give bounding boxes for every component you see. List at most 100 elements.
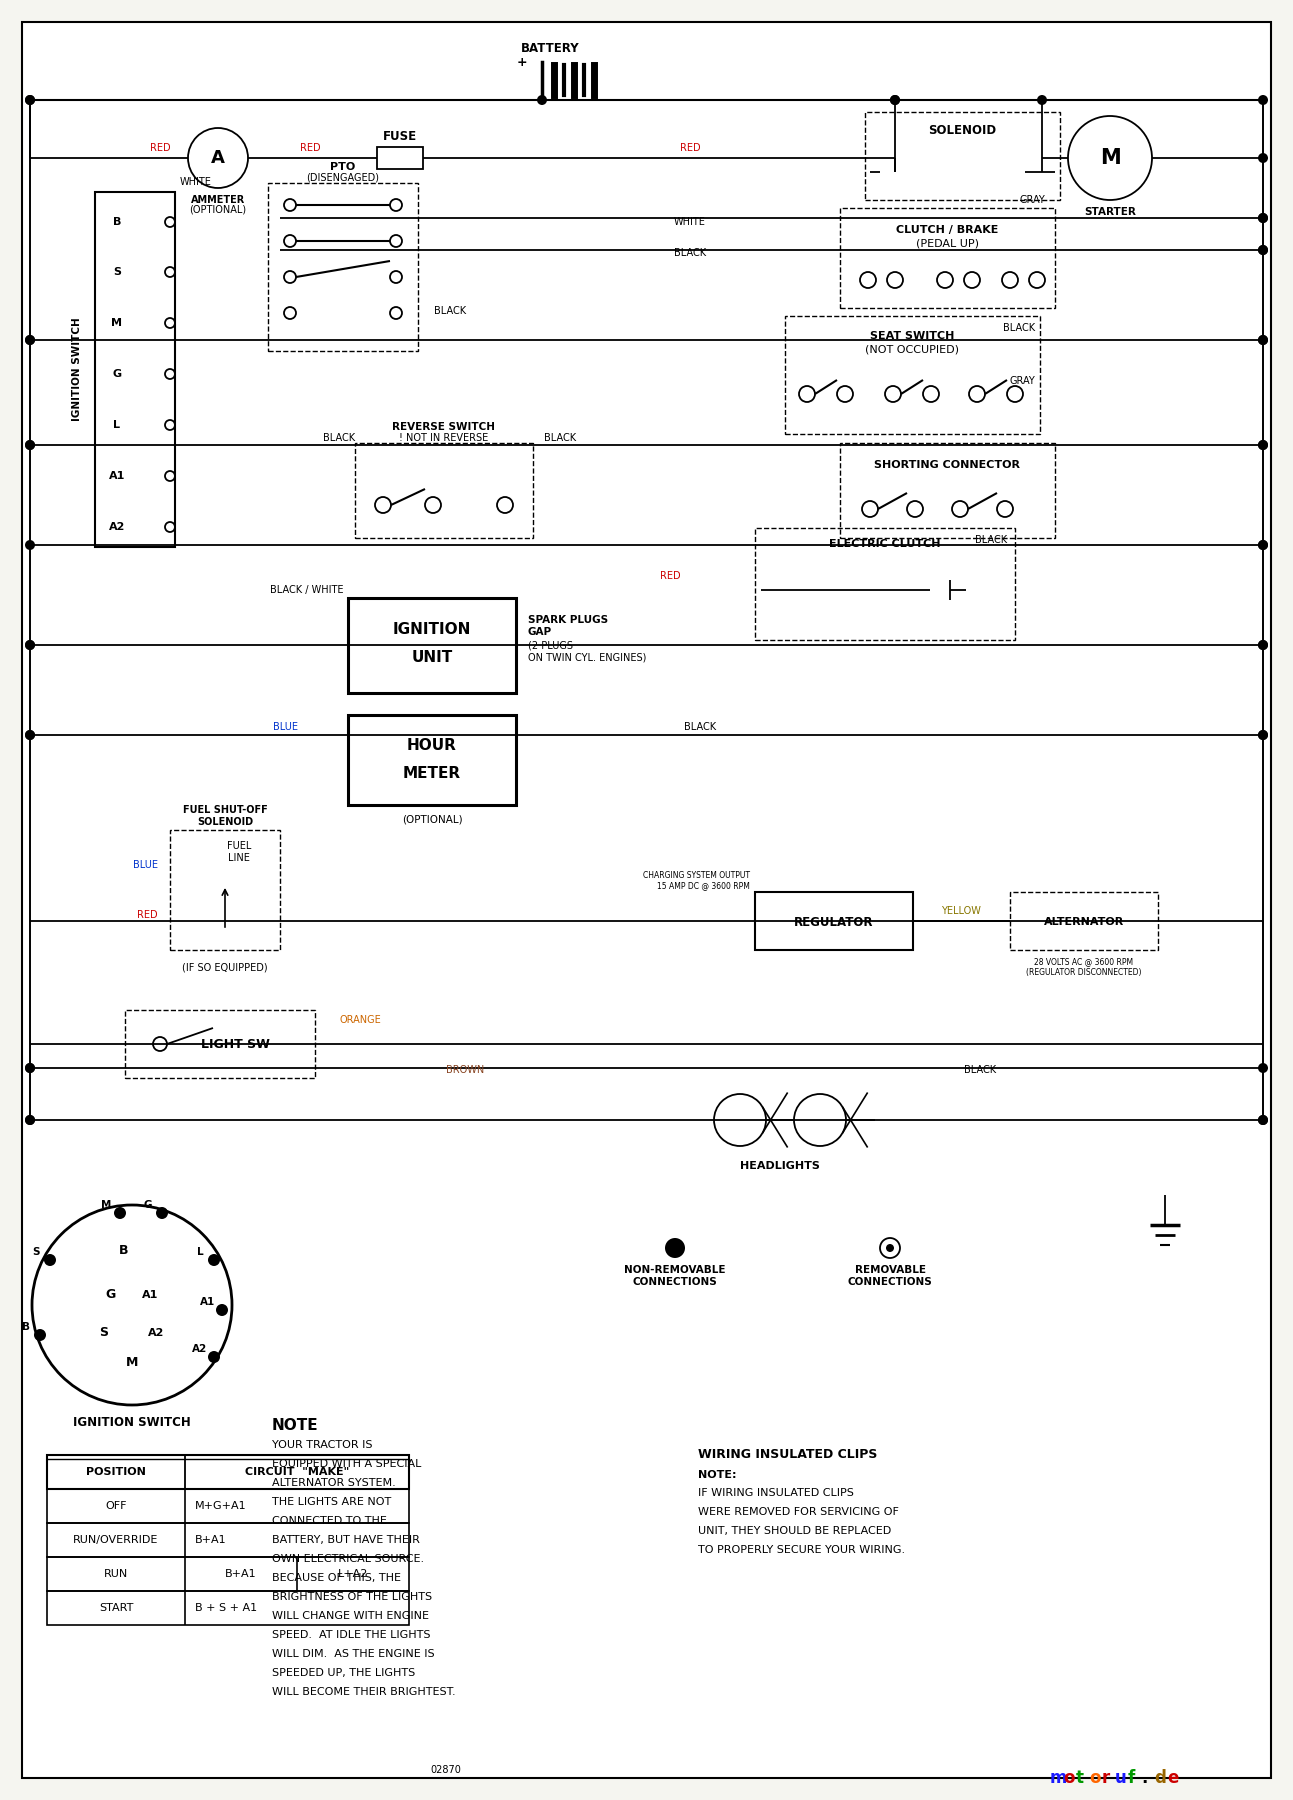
Text: REMOVABLE: REMOVABLE bbox=[855, 1265, 926, 1274]
Text: L+A2: L+A2 bbox=[337, 1570, 369, 1579]
Text: f: f bbox=[1127, 1769, 1135, 1787]
Circle shape bbox=[1258, 245, 1268, 256]
Circle shape bbox=[1037, 95, 1047, 104]
Text: OFF: OFF bbox=[105, 1501, 127, 1510]
Text: BLACK / WHITE: BLACK / WHITE bbox=[269, 585, 343, 596]
Circle shape bbox=[25, 95, 35, 104]
Text: BLACK: BLACK bbox=[1003, 322, 1034, 333]
Circle shape bbox=[25, 95, 35, 104]
Circle shape bbox=[114, 1208, 125, 1219]
Text: CIRCUIT  "MAKE": CIRCUIT "MAKE" bbox=[244, 1467, 349, 1478]
Text: RED: RED bbox=[659, 571, 680, 581]
Bar bbox=[348, 715, 516, 805]
Circle shape bbox=[537, 95, 547, 104]
Circle shape bbox=[25, 731, 35, 740]
Circle shape bbox=[1258, 335, 1268, 346]
Text: RUN/OVERRIDE: RUN/OVERRIDE bbox=[74, 1535, 159, 1544]
Bar bbox=[47, 1557, 409, 1591]
Circle shape bbox=[1258, 540, 1268, 551]
Circle shape bbox=[156, 1208, 168, 1219]
Bar bbox=[755, 893, 913, 950]
Bar bbox=[356, 443, 533, 538]
Text: B: B bbox=[119, 1244, 129, 1256]
Text: A: A bbox=[211, 149, 225, 167]
Circle shape bbox=[1258, 95, 1268, 104]
Text: WIRING INSULATED CLIPS: WIRING INSULATED CLIPS bbox=[698, 1449, 878, 1462]
Text: G: G bbox=[144, 1201, 153, 1210]
Text: RED: RED bbox=[300, 142, 321, 153]
Text: G: G bbox=[105, 1289, 115, 1301]
Bar bbox=[47, 1591, 409, 1625]
Circle shape bbox=[1258, 245, 1268, 256]
Text: STARTER: STARTER bbox=[1084, 207, 1137, 218]
Text: A2: A2 bbox=[109, 522, 125, 533]
Circle shape bbox=[25, 731, 35, 740]
Text: YOUR TRACTOR IS: YOUR TRACTOR IS bbox=[272, 1440, 372, 1451]
Text: ON TWIN CYL. ENGINES): ON TWIN CYL. ENGINES) bbox=[528, 652, 646, 662]
Text: CLUTCH / BRAKE: CLUTCH / BRAKE bbox=[896, 225, 998, 236]
Text: ORANGE: ORANGE bbox=[339, 1015, 381, 1024]
Text: ALTERNATOR: ALTERNATOR bbox=[1043, 916, 1124, 927]
Text: B + S + A1: B + S + A1 bbox=[195, 1604, 257, 1613]
Text: IGNITION SWITCH: IGNITION SWITCH bbox=[74, 1417, 191, 1429]
Circle shape bbox=[208, 1352, 220, 1363]
Text: d: d bbox=[1153, 1769, 1166, 1787]
Text: WHITE: WHITE bbox=[674, 218, 706, 227]
Text: FUSE: FUSE bbox=[383, 131, 418, 144]
Text: FUEL SHUT-OFF: FUEL SHUT-OFF bbox=[182, 805, 268, 815]
Bar bbox=[268, 184, 418, 351]
Text: CONNECTED TO THE: CONNECTED TO THE bbox=[272, 1516, 387, 1526]
Text: (NOT OCCUPIED): (NOT OCCUPIED) bbox=[865, 346, 959, 355]
Circle shape bbox=[1258, 1064, 1268, 1073]
Text: BLACK: BLACK bbox=[674, 248, 706, 257]
Text: M: M bbox=[1099, 148, 1120, 167]
Bar bbox=[755, 527, 1015, 641]
Text: +: + bbox=[517, 56, 528, 70]
Circle shape bbox=[34, 1328, 47, 1341]
Text: BLACK: BLACK bbox=[684, 722, 716, 733]
Text: UNIT: UNIT bbox=[411, 650, 453, 666]
Circle shape bbox=[1258, 439, 1268, 450]
Text: BATTERY, BUT HAVE THEIR: BATTERY, BUT HAVE THEIR bbox=[272, 1535, 420, 1544]
Text: (OPTIONAL): (OPTIONAL) bbox=[190, 205, 247, 214]
Text: L: L bbox=[197, 1247, 203, 1256]
Text: IF WIRING INSULATED CLIPS: IF WIRING INSULATED CLIPS bbox=[698, 1489, 853, 1498]
Text: SHORTING CONNECTOR: SHORTING CONNECTOR bbox=[874, 461, 1020, 470]
Circle shape bbox=[25, 335, 35, 346]
Text: u: u bbox=[1115, 1769, 1126, 1787]
Circle shape bbox=[216, 1303, 228, 1316]
Text: B+A1: B+A1 bbox=[195, 1535, 226, 1544]
Bar bbox=[785, 317, 1040, 434]
Text: 02870: 02870 bbox=[431, 1766, 462, 1775]
Circle shape bbox=[1258, 212, 1268, 223]
Text: G: G bbox=[112, 369, 122, 380]
Circle shape bbox=[208, 1255, 220, 1265]
Text: M+G+A1: M+G+A1 bbox=[195, 1501, 247, 1510]
Circle shape bbox=[886, 1244, 893, 1253]
Text: 28 VOLTS AC @ 3600 RPM: 28 VOLTS AC @ 3600 RPM bbox=[1034, 958, 1134, 967]
Text: SPEED.  AT IDLE THE LIGHTS: SPEED. AT IDLE THE LIGHTS bbox=[272, 1631, 431, 1640]
Text: L: L bbox=[114, 419, 120, 430]
Circle shape bbox=[25, 335, 35, 346]
Text: WHITE: WHITE bbox=[180, 176, 212, 187]
Text: ALTERNATOR SYSTEM.: ALTERNATOR SYSTEM. bbox=[272, 1478, 396, 1489]
Circle shape bbox=[665, 1238, 685, 1258]
Text: A1: A1 bbox=[109, 472, 125, 481]
Circle shape bbox=[25, 1114, 35, 1125]
Circle shape bbox=[1258, 731, 1268, 740]
Text: GAP: GAP bbox=[528, 626, 552, 637]
Text: POSITION: POSITION bbox=[87, 1467, 146, 1478]
Text: LINE: LINE bbox=[228, 853, 250, 862]
Circle shape bbox=[1258, 153, 1268, 164]
Text: o: o bbox=[1089, 1769, 1100, 1787]
Text: NOTE:: NOTE: bbox=[698, 1471, 737, 1480]
Text: o: o bbox=[1063, 1769, 1074, 1787]
Circle shape bbox=[25, 439, 35, 450]
Bar bbox=[47, 1489, 409, 1523]
Text: CONNECTIONS: CONNECTIONS bbox=[632, 1276, 718, 1287]
Text: GRAY: GRAY bbox=[1010, 376, 1034, 385]
Text: BATTERY: BATTERY bbox=[521, 41, 579, 54]
Polygon shape bbox=[930, 580, 950, 599]
Circle shape bbox=[25, 1114, 35, 1125]
Text: IGNITION: IGNITION bbox=[393, 623, 471, 637]
